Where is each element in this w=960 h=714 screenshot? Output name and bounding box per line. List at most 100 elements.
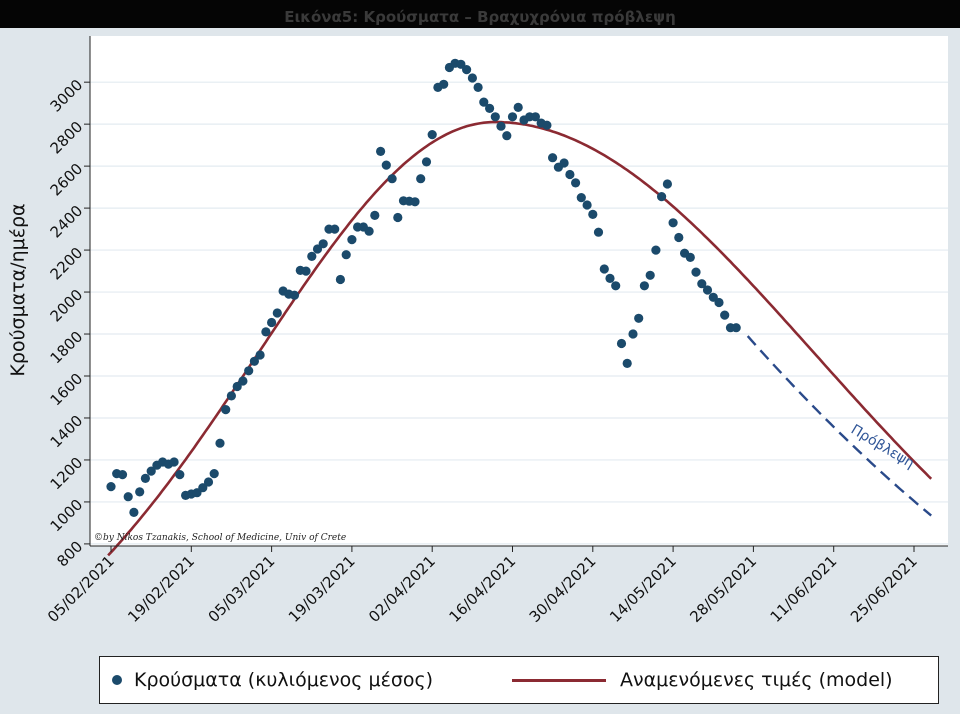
data-point xyxy=(255,350,265,360)
data-point xyxy=(559,158,569,168)
y-tick-label: 1200 xyxy=(47,454,87,494)
data-point xyxy=(169,457,179,467)
data-point xyxy=(622,358,632,368)
data-point xyxy=(473,82,483,92)
legend: Κρούσματα (κυλιόμενος μέσος) Αναμενόμενε… xyxy=(99,656,939,704)
data-point xyxy=(490,112,500,122)
y-axis-label: Κρούσματα/ημέρα xyxy=(7,203,29,376)
x-tick-label: 19/03/2021 xyxy=(285,552,359,626)
plot-area xyxy=(90,36,948,546)
x-tick-label: 16/04/2021 xyxy=(445,552,519,626)
data-point xyxy=(238,376,248,386)
data-point xyxy=(209,469,219,479)
chart-canvas: 8001000120014001600180020002200240026002… xyxy=(7,36,948,626)
data-point xyxy=(702,285,713,295)
data-point xyxy=(129,507,139,517)
data-point xyxy=(318,239,328,249)
y-tick-label: 2600 xyxy=(47,160,87,200)
y-tick-label: 1800 xyxy=(47,328,87,368)
data-point xyxy=(330,224,340,234)
data-point xyxy=(662,179,673,189)
y-axis-ticks: 8001000120014001600180020002200240026002… xyxy=(47,76,90,571)
forecast-line-path xyxy=(746,335,932,517)
y-tick-label: 1600 xyxy=(47,370,87,410)
data-point xyxy=(421,157,432,167)
x-tick-label: 28/05/2021 xyxy=(686,552,760,626)
data-point xyxy=(117,470,128,480)
data-point xyxy=(542,120,552,130)
data-point xyxy=(267,317,277,328)
data-point xyxy=(381,160,391,170)
data-point xyxy=(697,279,707,289)
data-point xyxy=(244,366,254,376)
data-point xyxy=(548,153,558,163)
x-tick-label: 11/06/2021 xyxy=(767,552,841,626)
y-tick-label: 1000 xyxy=(47,496,87,536)
data-point xyxy=(467,73,477,83)
data-point xyxy=(335,274,345,285)
data-point xyxy=(616,338,627,349)
data-point xyxy=(685,252,695,262)
data-point xyxy=(605,273,615,283)
data-point xyxy=(416,174,426,184)
data-point xyxy=(221,405,231,415)
data-point xyxy=(123,492,133,502)
data-point xyxy=(714,297,724,308)
data-point xyxy=(427,130,437,140)
data-point xyxy=(599,264,609,274)
data-point xyxy=(272,308,282,318)
data-point xyxy=(634,313,644,323)
data-point xyxy=(674,232,684,243)
data-point xyxy=(668,218,678,228)
y-tick-label: 2200 xyxy=(47,244,87,284)
data-point xyxy=(198,483,208,493)
data-point xyxy=(565,169,575,180)
data-point xyxy=(588,209,598,219)
data-point xyxy=(226,391,236,401)
data-points xyxy=(106,58,741,517)
data-point xyxy=(364,226,374,236)
data-point xyxy=(289,290,300,300)
legend-label-points: Κρούσματα (κυλιόμενος μέσος) xyxy=(134,669,434,691)
data-point xyxy=(376,146,386,156)
data-point xyxy=(106,482,116,492)
data-point xyxy=(387,174,397,184)
gridlines xyxy=(90,81,948,545)
legend-item-points: Κρούσματα (κυλιόμενος μέσος) xyxy=(112,657,433,703)
data-point xyxy=(571,178,581,188)
legend-marker-model xyxy=(512,678,606,682)
data-point xyxy=(576,193,586,203)
data-point xyxy=(249,356,259,366)
y-tick-label: 3000 xyxy=(47,76,87,116)
x-tick-label: 30/04/2021 xyxy=(526,552,600,626)
forecast-curve xyxy=(746,335,932,517)
data-point xyxy=(720,310,730,320)
legend-label-model: Αναμενόμενες τιμές (model) xyxy=(620,669,893,691)
data-point xyxy=(513,102,523,112)
y-tick-label: 800 xyxy=(53,538,86,571)
data-point xyxy=(582,200,592,210)
data-point xyxy=(628,329,638,339)
x-tick-label: 05/02/2021 xyxy=(44,552,118,626)
data-point xyxy=(410,197,420,207)
x-tick-label: 14/05/2021 xyxy=(606,552,680,626)
data-point xyxy=(232,381,242,392)
x-tick-label: 25/06/2021 xyxy=(847,552,921,626)
data-point xyxy=(135,487,145,497)
data-point xyxy=(479,97,489,107)
x-tick-label: 02/04/2021 xyxy=(365,552,439,626)
data-point xyxy=(347,235,357,245)
data-point xyxy=(341,250,351,260)
x-tick-label: 05/03/2021 xyxy=(205,552,279,626)
y-tick-label: 2400 xyxy=(47,202,87,242)
data-point xyxy=(146,466,156,476)
data-point xyxy=(462,65,472,75)
chart-title: Εικόνα5: Κρούσματα – Βραχυχρόνια πρόβλεψ… xyxy=(0,0,960,28)
data-point xyxy=(485,103,495,113)
data-point xyxy=(657,192,667,202)
x-axis-ticks: 05/02/2021 19/02/2021 05/03/2021 19/03/2021… xyxy=(44,546,921,626)
data-point xyxy=(301,266,311,276)
credit-annotation: ©by Nikos Tzanakis, School of Medicine, … xyxy=(94,533,346,543)
data-point xyxy=(593,227,604,237)
data-point xyxy=(502,131,512,141)
